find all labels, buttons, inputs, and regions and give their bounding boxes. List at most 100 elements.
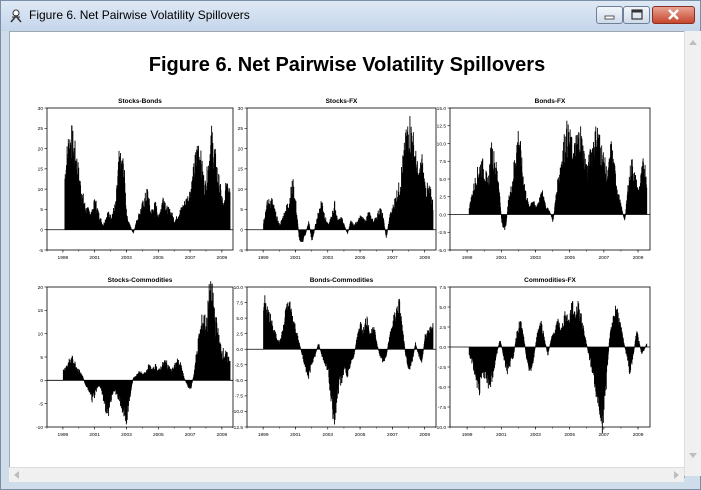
- x-tick-label: 2003: [322, 255, 333, 261]
- x-tick-label: 2007: [599, 255, 610, 261]
- y-tick-label: 5.0: [439, 177, 446, 183]
- horizontal-scrollbar[interactable]: [9, 467, 684, 482]
- y-tick-label: 0: [40, 228, 43, 234]
- spillover-bar: [297, 223, 299, 230]
- x-tick-label: 2001: [496, 432, 507, 438]
- spillover-bar: [318, 345, 320, 350]
- chart-panel-3: Bonds-FX 15.0 12.5 10.0 7.5 5.0 2.5 0.0 -2.5 -5.0…: [437, 98, 651, 261]
- y-tick-label: 7.5: [439, 159, 446, 165]
- x-tick-label: 2007: [387, 255, 398, 261]
- spillover-bar: [347, 229, 349, 231]
- y-tick-label: -5: [239, 248, 244, 254]
- plot-frame: [246, 107, 437, 251]
- x-tick-label: 2003: [322, 432, 333, 438]
- spillover-bar: [309, 226, 311, 230]
- spillover-bar: [500, 207, 501, 215]
- spillover-bar: [415, 346, 417, 350]
- spillover-bar: [505, 214, 507, 222]
- spillover-bar: [313, 229, 315, 234]
- spillover-bar: [305, 229, 307, 232]
- chart-panel-4: Stocks-Commodities 20 15 10 5 0 -5 -10 1999 2001 2…: [36, 277, 234, 438]
- plot-frame: [246, 286, 437, 428]
- spillover-bar: [130, 227, 132, 230]
- y-tick-label: 7.5: [439, 285, 446, 291]
- close-button[interactable]: [652, 6, 695, 24]
- spillover-bar: [184, 379, 186, 381]
- y-tick-label: 20: [38, 285, 44, 291]
- spillover-bar: [624, 214, 626, 217]
- y-tick-label: -10.0: [435, 425, 446, 431]
- spillover-bar: [608, 347, 610, 352]
- x-tick-label: 2007: [387, 432, 398, 438]
- minimize-icon: [604, 15, 615, 20]
- x-tick-label: 2009: [419, 432, 430, 438]
- spillover-bar: [299, 347, 301, 350]
- y-tick-label: 20: [38, 146, 44, 152]
- charts-area: Stocks-Bonds 30 25 20 15 10 5 0 -5 1999 2001 2003 20…: [36, 98, 651, 438]
- y-tick-label: 5.0: [236, 316, 243, 322]
- spillover-bar: [416, 348, 418, 350]
- y-tick-label: 0: [40, 378, 43, 384]
- spillover-bar: [506, 214, 508, 219]
- y-tick-label: 5: [40, 355, 43, 361]
- y-tick-label: 25: [38, 126, 44, 132]
- y-tick-label: 2.5: [236, 331, 243, 337]
- y-tick-label: -5.0: [438, 248, 447, 254]
- x-tick-label: 2009: [217, 432, 228, 438]
- y-tick-label: -2.5: [438, 230, 447, 236]
- spillover-bar: [422, 349, 424, 354]
- minimize-button[interactable]: [596, 6, 623, 24]
- spillover-bar: [353, 349, 355, 355]
- y-tick-label: 30: [238, 106, 244, 112]
- spillover-bar: [354, 349, 356, 351]
- spillover-bar: [319, 347, 320, 350]
- x-tick-label: 1999: [258, 255, 269, 261]
- spillover-bar: [133, 229, 135, 231]
- y-tick-label: 15.0: [437, 106, 447, 112]
- spillover-bar: [646, 343, 648, 347]
- maximize-button[interactable]: [623, 6, 650, 24]
- spillover-bar: [403, 343, 405, 350]
- spillover-bar: [432, 323, 434, 350]
- y-tick-label: 7.5: [236, 300, 243, 306]
- spillover-bar: [229, 192, 231, 230]
- spillover-bar: [639, 344, 641, 347]
- spillover-bar: [386, 229, 388, 233]
- spillover-bar: [549, 213, 551, 215]
- chart-panel-2: Stocks-FX 30 25 20 15 10 5 0 -5 1999 2001 2003 2005 2…: [238, 98, 437, 261]
- y-tick-label: 10: [238, 187, 244, 193]
- chart-title: Stocks-Commodities: [108, 277, 173, 284]
- x-tick-label: 2005: [153, 432, 164, 438]
- y-tick-label: 5: [40, 207, 43, 213]
- spillover-bar: [548, 347, 550, 351]
- y-tick-label: -2.5: [438, 365, 447, 371]
- chart-title: Bonds-Commodities: [310, 277, 374, 284]
- vertical-scrollbar[interactable]: [684, 31, 701, 476]
- y-tick-label: 0: [240, 228, 243, 234]
- title-bar[interactable]: Figure 6. Net Pairwise Volatility Spillo…: [1, 1, 700, 31]
- x-tick-label: 2005: [564, 255, 575, 261]
- spillover-bar: [646, 187, 648, 215]
- x-tick-label: 2003: [121, 255, 132, 261]
- spillover-bar: [497, 347, 499, 349]
- spillover-bar: [496, 347, 498, 354]
- spillover-bar: [191, 380, 193, 384]
- spillover-bar: [624, 214, 626, 219]
- spillover-bar: [386, 349, 388, 351]
- x-tick-label: 2009: [633, 432, 644, 438]
- x-tick-label: 1999: [462, 432, 473, 438]
- spillover-bar: [229, 360, 231, 381]
- app-figure-icon: [10, 9, 22, 23]
- y-tick-label: -5: [39, 248, 44, 254]
- spillover-bar: [621, 211, 623, 215]
- y-tick-label: 25: [238, 126, 244, 132]
- x-tick-label: 2003: [530, 432, 541, 438]
- y-tick-label: -7.5: [235, 394, 244, 400]
- spillover-bar: [432, 209, 434, 230]
- plot-frame: [449, 286, 651, 428]
- x-tick-label: 2005: [564, 432, 575, 438]
- y-tick-label: 10.0: [234, 285, 244, 291]
- y-tick-label: 15: [38, 167, 44, 173]
- chart-title: Stocks-FX: [326, 98, 358, 105]
- spillover-bar: [633, 347, 635, 352]
